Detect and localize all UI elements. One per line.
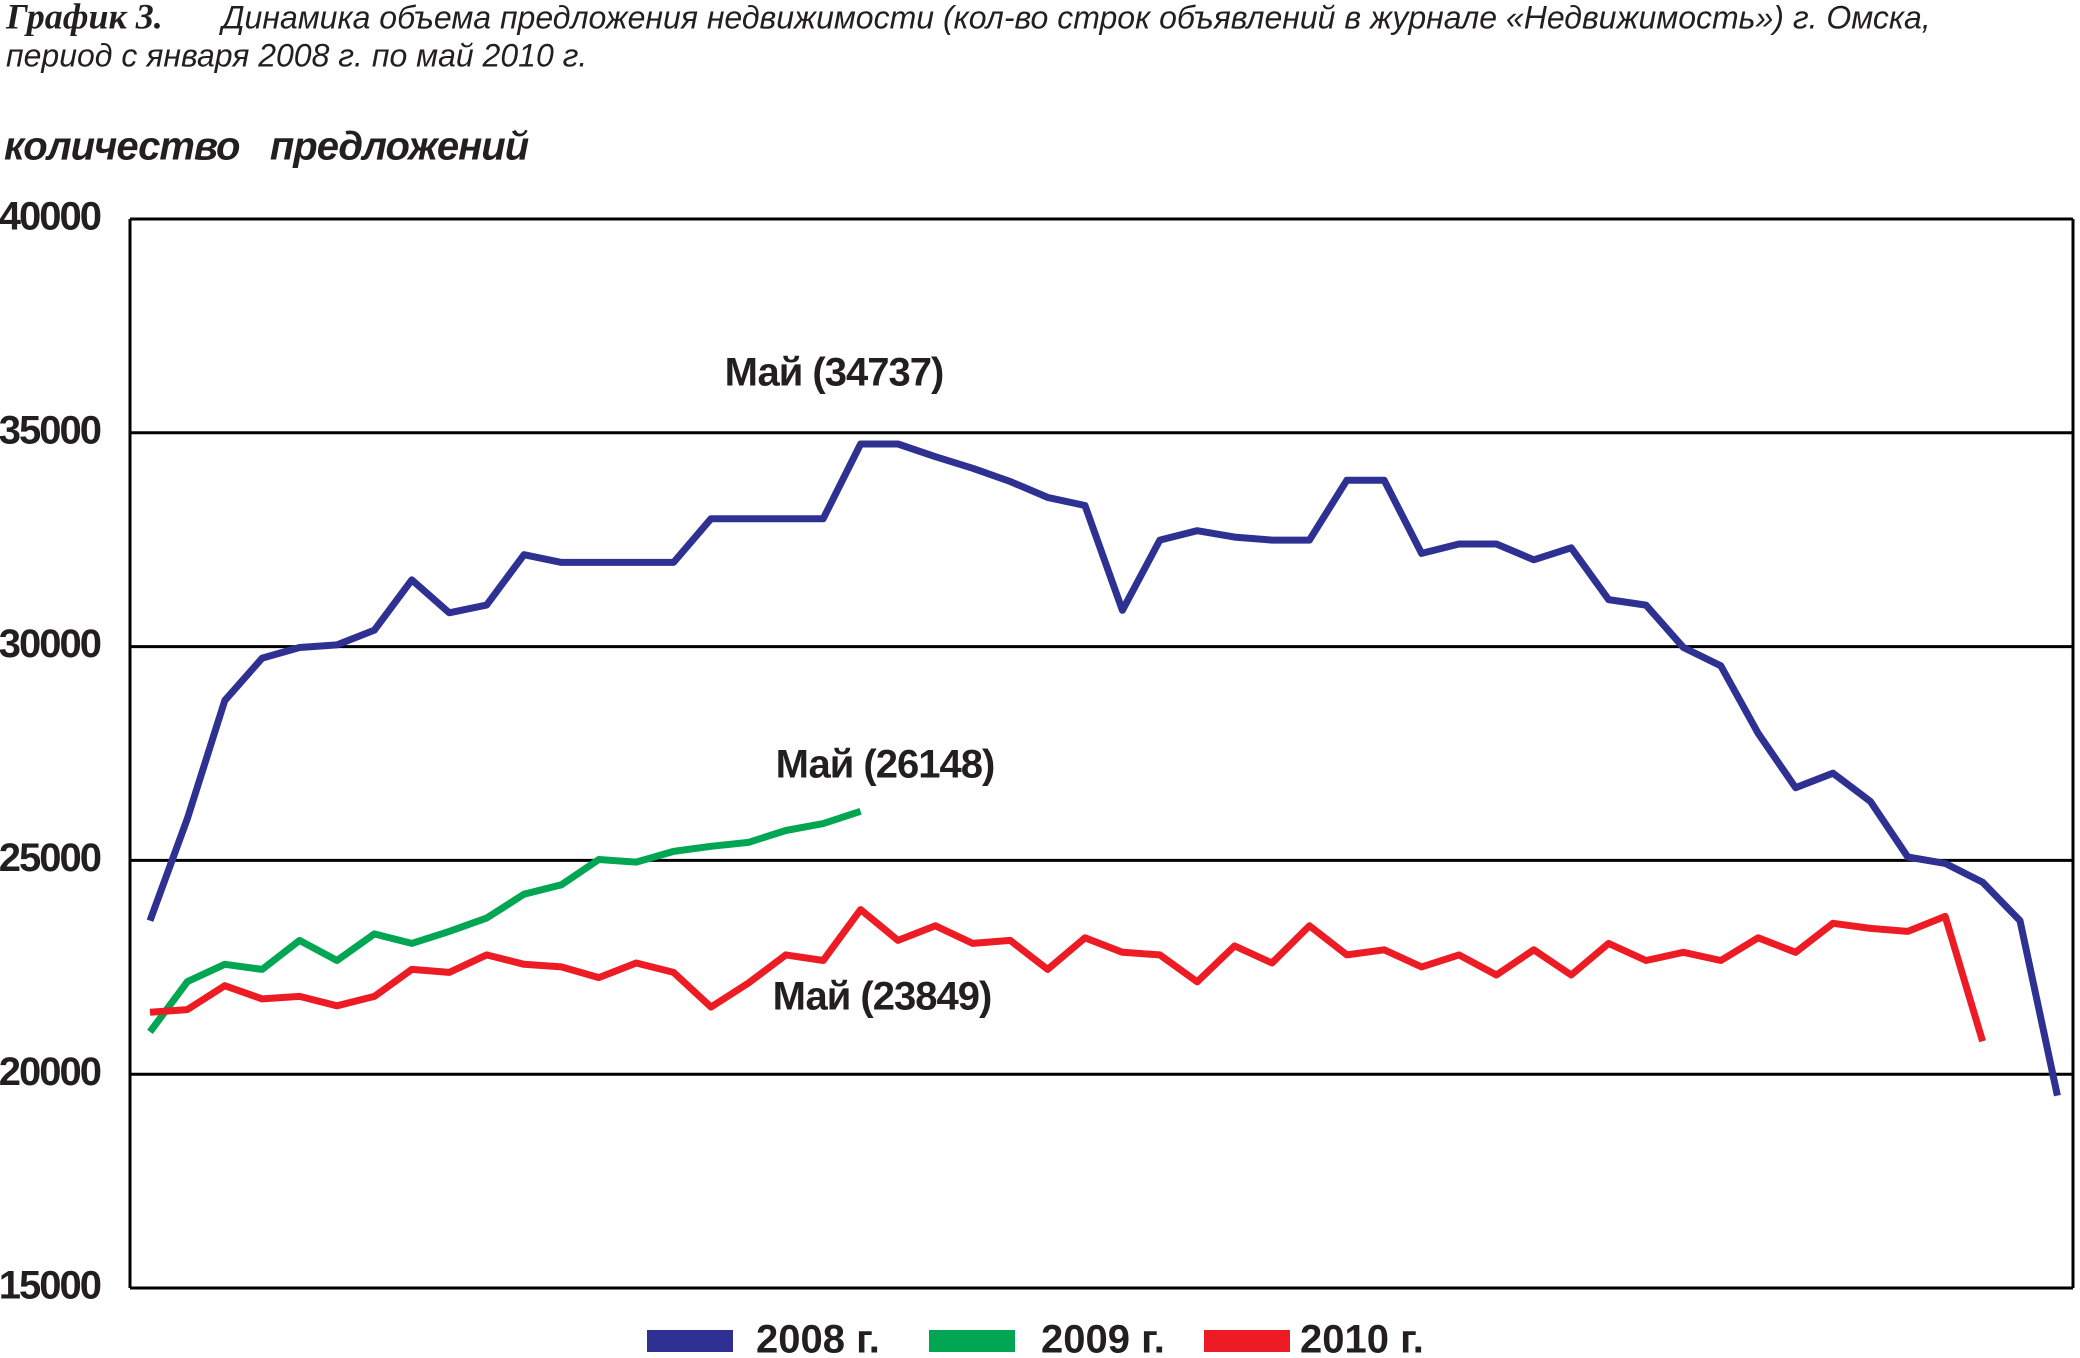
y-axis-label: количество предложений bbox=[4, 125, 529, 169]
legend-swatch bbox=[929, 1330, 1015, 1352]
legend-label: 2008 г. bbox=[756, 1318, 880, 1358]
legend-swatch bbox=[1204, 1330, 1290, 1352]
legend-label: 2010 г. bbox=[1300, 1318, 1424, 1358]
y-tick-label: 40000 bbox=[0, 195, 101, 239]
series-line bbox=[149, 906, 1986, 1043]
chart-subtitle: Динамика объема предложения недвижимости… bbox=[219, 0, 1931, 35]
y-tick-label: 15000 bbox=[0, 1264, 101, 1308]
series-line bbox=[146, 440, 2061, 1097]
y-tick-label: 25000 bbox=[0, 836, 101, 880]
annotation: Май (23849) bbox=[773, 975, 992, 1019]
chart-subtitle: период с января 2008 г. по май 2010 г. bbox=[6, 37, 587, 73]
annotation: Май (26148) bbox=[776, 743, 995, 787]
chart-title: График 3. bbox=[5, 0, 163, 36]
annotation: Май (34737) bbox=[725, 351, 944, 395]
legend-label: 2009 г. bbox=[1041, 1318, 1165, 1358]
y-tick-label: 30000 bbox=[0, 622, 101, 666]
y-tick-label: 20000 bbox=[0, 1050, 101, 1094]
series-line bbox=[147, 807, 862, 1034]
y-tick-label: 35000 bbox=[0, 408, 101, 452]
legend-swatch bbox=[647, 1330, 733, 1352]
